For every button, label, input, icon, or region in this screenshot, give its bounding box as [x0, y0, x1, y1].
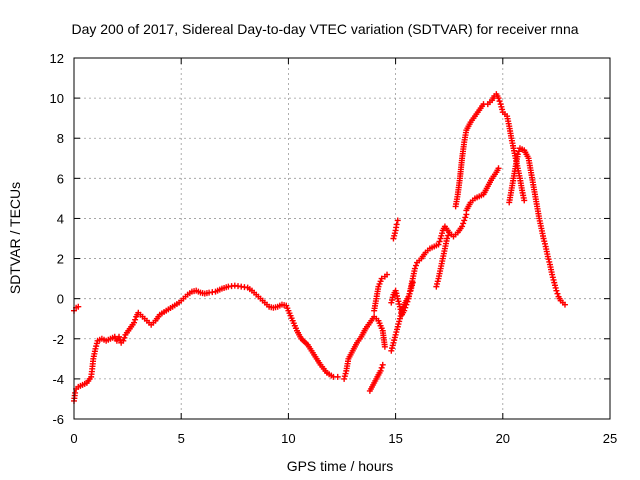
data-point-marker: [514, 151, 521, 158]
data-point-marker: [405, 293, 412, 300]
y-tick-label: 10: [50, 91, 64, 106]
data-point-marker: [561, 301, 568, 308]
data-point-marker: [406, 290, 413, 297]
x-tick-label: 15: [388, 431, 402, 446]
data-point-marker: [409, 279, 416, 286]
data-point-marker: [495, 95, 502, 102]
y-tick-label: 8: [57, 131, 64, 146]
data-point-marker: [521, 197, 528, 204]
x-tick-label: 0: [70, 431, 77, 446]
data-point-marker: [515, 148, 522, 155]
axis-ticks: 0 5 10 15 20 25 -6 -4 -2 0 2 4 6 8 10 12: [50, 51, 618, 446]
data-point-marker: [435, 241, 442, 248]
y-tick-label: 6: [57, 171, 64, 186]
x-tick-label: 25: [603, 431, 617, 446]
x-tick-label: 5: [178, 431, 185, 446]
y-tick-label: 2: [57, 252, 64, 267]
data-point-marker: [461, 217, 468, 224]
x-tick-label: 20: [496, 431, 510, 446]
data-point-marker: [120, 337, 127, 344]
data-point-marker: [399, 307, 406, 314]
data-point-marker: [379, 361, 386, 368]
data-point-marker: [377, 367, 384, 374]
data-point-marker: [131, 319, 138, 326]
plot-frame: [73, 57, 611, 420]
data-point-marker: [411, 265, 418, 272]
data-point-marker: [496, 98, 503, 105]
data-point-marker: [132, 316, 139, 323]
data-point-marker: [462, 214, 469, 221]
data-point-marker: [393, 221, 400, 228]
data-point-marker: [495, 165, 502, 172]
data-point-marker: [334, 373, 341, 380]
data-point-marker: [378, 364, 385, 371]
data-point-marker: [412, 262, 419, 269]
data-point-marker: [381, 343, 388, 350]
data-point-marker: [459, 223, 466, 230]
y-axis-label: SDTVAR / TECUs: [7, 182, 23, 294]
y-tick-label: 4: [57, 211, 64, 226]
data-point-marker: [446, 229, 453, 236]
data-point-marker: [72, 389, 79, 396]
data-point-marker: [394, 217, 401, 224]
data-point-marker: [444, 235, 451, 242]
data-point-marker: [400, 304, 407, 311]
data-point-marker: [460, 220, 467, 227]
grid-lines: [74, 58, 610, 419]
x-axis-label: GPS time / hours: [287, 458, 394, 474]
data-point-marker: [554, 290, 561, 297]
data-point-marker: [121, 334, 128, 341]
x-tick-label: 10: [281, 431, 295, 446]
data-point-marker: [384, 271, 391, 278]
chart-title: Day 200 of 2017, Sidereal Day-to-day VTE…: [71, 21, 578, 37]
y-tick-label: -6: [52, 412, 64, 427]
data-point-marker: [75, 303, 82, 310]
data-points: [71, 91, 568, 404]
data-point-marker: [117, 336, 124, 343]
data-point-marker: [436, 238, 443, 245]
y-tick-label: 0: [57, 292, 64, 307]
data-point-marker: [378, 275, 385, 282]
y-tick-label: -2: [52, 332, 64, 347]
data-point-marker: [445, 232, 452, 239]
data-point-marker: [553, 287, 560, 294]
data-point-marker: [116, 333, 123, 340]
y-tick-label: -4: [52, 372, 64, 387]
y-tick-label: 12: [50, 51, 64, 66]
